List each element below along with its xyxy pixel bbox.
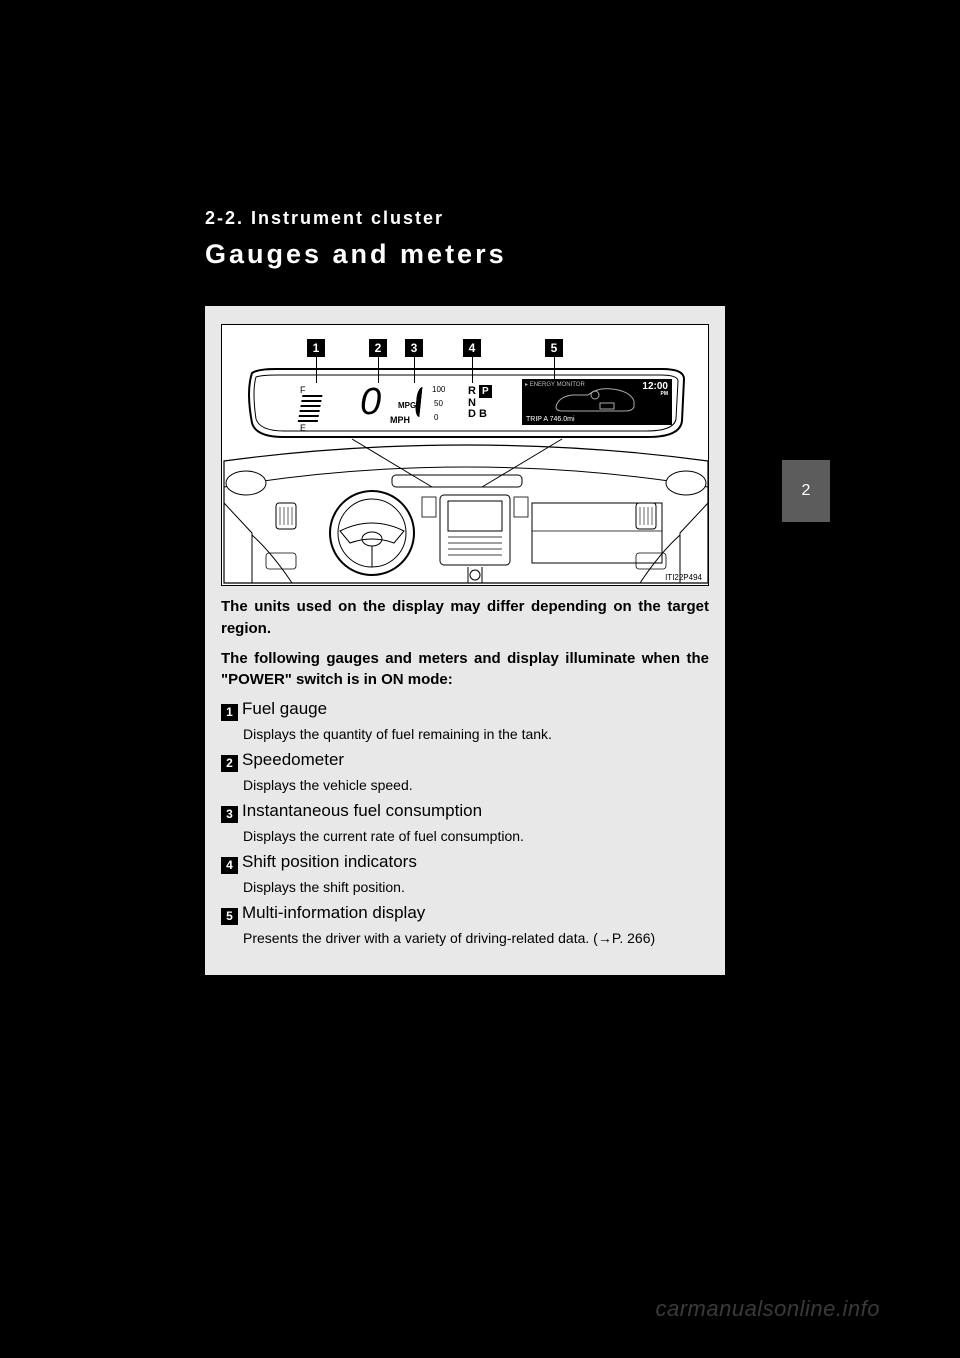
header-band: 2-2. Instrument cluster Gauges and meter… — [0, 130, 960, 290]
body-text: The units used on the display may differ… — [221, 596, 709, 947]
watermark: carmanualsonline.info — [655, 1296, 880, 1322]
item-badge-3: 3 — [221, 806, 238, 823]
content-card: 12345 F E 0 MPH MPG 100 50 0 — [205, 306, 725, 975]
page-root: 2-2. Instrument cluster Gauges and meter… — [0, 0, 960, 1358]
item-title-4: Shift position indicators — [242, 852, 417, 871]
item-title-5: Multi-information display — [242, 903, 425, 922]
item-title-2: Speedometer — [242, 750, 344, 769]
item-desc-4: Displays the shift position. — [243, 878, 709, 897]
item-4: 4Shift position indicators Displays the s… — [221, 852, 709, 897]
instrument-cluster-diagram: 12345 F E 0 MPH MPG 100 50 0 — [221, 324, 709, 586]
item-desc-3: Displays the current rate of fuel consum… — [243, 827, 709, 846]
item-desc-5: Presents the driver with a variety of dr… — [243, 929, 709, 948]
page-title: Gauges and meters — [205, 239, 960, 270]
item-2: 2Speedometer Displays the vehicle speed. — [221, 750, 709, 795]
item-1: 1Fuel gauge Displays the quantity of fuel… — [221, 699, 709, 744]
intro-line-2: The following gauges and meters and disp… — [221, 648, 709, 692]
dashboard-lineart — [222, 443, 709, 585]
items-list: 1Fuel gauge Displays the quantity of fuel… — [221, 699, 709, 947]
item-desc-2: Displays the vehicle speed. — [243, 776, 709, 795]
item-3: 3Instantaneous fuel consumption Displays … — [221, 801, 709, 846]
chapter-tab: 2 — [782, 460, 830, 522]
item-5: 5Multi-information display Presents the d… — [221, 903, 709, 948]
section-number: 2-2. Instrument cluster — [205, 208, 960, 229]
diagram-code: ITI22P494 — [665, 573, 702, 582]
item-badge-2: 2 — [221, 755, 238, 772]
item-badge-5: 5 — [221, 908, 238, 925]
item-title-1: Fuel gauge — [242, 699, 327, 718]
item-badge-1: 1 — [221, 704, 238, 721]
intro-line-1: The units used on the display may differ… — [221, 596, 709, 640]
item-desc-1: Displays the quantity of fuel remaining … — [243, 725, 709, 744]
item-title-3: Instantaneous fuel consumption — [242, 801, 482, 820]
item-badge-4: 4 — [221, 857, 238, 874]
